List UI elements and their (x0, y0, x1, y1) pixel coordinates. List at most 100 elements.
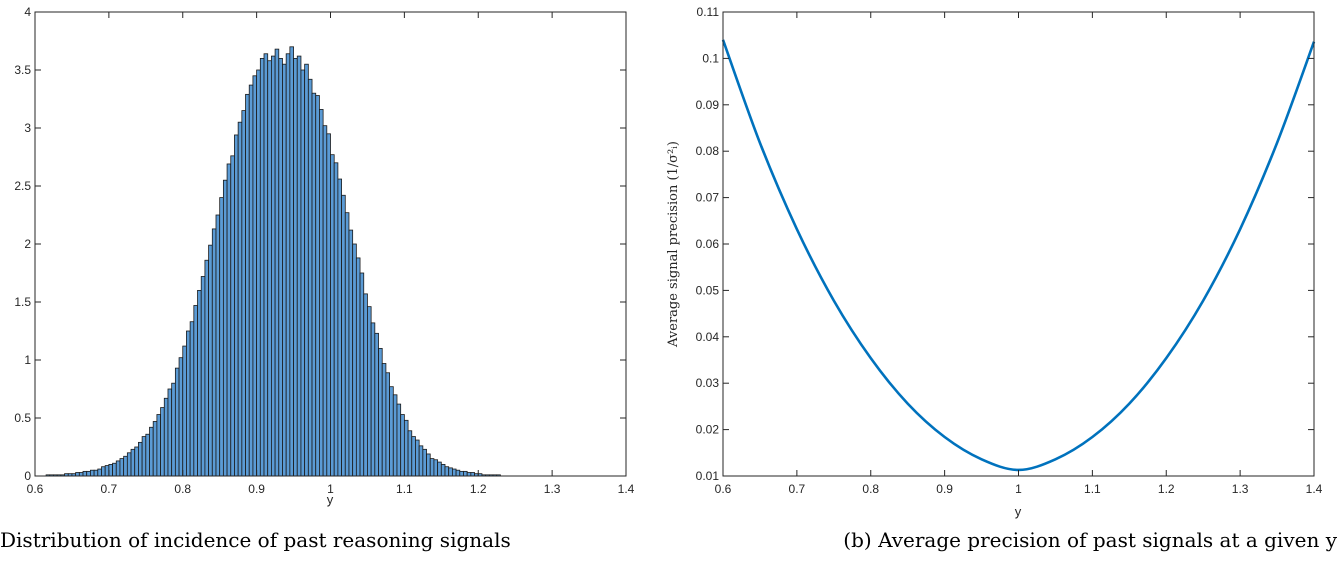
histogram-bar (370, 322, 376, 477)
histogram-bar (444, 466, 450, 477)
histogram-bar (204, 259, 210, 477)
y-tick-label: 1.5 (14, 295, 31, 309)
histogram-bar (337, 178, 342, 477)
histogram-bar (319, 109, 324, 477)
x-tick-label: 0.8 (174, 482, 191, 496)
histogram-panel: 0.6 0.7 0.8 0.9 1 1.1 1.2 1.3 1.4 0 0.5 1 1.5 2 2.5 3 3… (14, 5, 634, 507)
histogram-bar (234, 134, 239, 477)
histogram-bar (222, 179, 228, 477)
histogram-bar (392, 394, 398, 477)
y-tick-label: 0.06 (696, 237, 720, 251)
histogram-bar (259, 58, 265, 477)
histogram-bar (396, 403, 402, 477)
histogram-bar (289, 46, 294, 477)
x-tick-label: 0.8 (862, 482, 879, 496)
histogram-bar (75, 472, 80, 477)
histogram-bar (237, 121, 243, 477)
histogram-bars (34, 46, 627, 477)
histogram-bar (245, 93, 250, 477)
y-tick-label: 0 (24, 469, 31, 483)
histogram-bar (193, 305, 198, 477)
y-tick-label: 3 (24, 121, 31, 135)
histogram-bar (352, 243, 357, 477)
histogram-bar (466, 472, 472, 477)
histogram-bar (252, 75, 258, 477)
y-tick-label: 1 (24, 353, 31, 367)
histogram-bar (219, 197, 224, 477)
histogram-bar (363, 293, 368, 477)
histogram-bar (415, 439, 420, 477)
histogram-x-ticks: 0.6 0.7 0.8 0.9 1 1.1 1.2 1.3 1.4 (27, 12, 635, 496)
histogram-bar (451, 468, 457, 477)
histogram-bar (123, 455, 128, 477)
histogram-bar (322, 125, 328, 477)
histogram-bar (429, 458, 435, 477)
histogram-bar (470, 472, 475, 477)
histogram-bar (101, 466, 106, 477)
histogram-bar (381, 363, 387, 477)
y-tick-label: 3.5 (14, 63, 31, 77)
y-tick-label: 0.07 (696, 191, 720, 205)
histogram-bar (426, 453, 431, 477)
histogram-bar (330, 154, 335, 477)
histogram-bar (296, 55, 302, 477)
histogram-bar (197, 289, 202, 477)
histogram-bar (433, 459, 439, 477)
histogram-bar (149, 426, 154, 477)
histogram-bar (156, 414, 161, 477)
histogram-bar (359, 272, 365, 477)
histogram-bar (112, 462, 117, 477)
histogram-bar (141, 436, 147, 477)
histogram-bar (333, 162, 339, 477)
histogram-bar (448, 467, 453, 477)
histogram-bar (374, 332, 379, 477)
histogram-bar (278, 58, 283, 477)
histogram-bar (400, 414, 405, 477)
x-tick-label: 1.3 (1232, 482, 1249, 496)
y-tick-label: 2 (24, 237, 31, 251)
histogram-bar (263, 53, 269, 477)
y-tick-label: 0.03 (696, 376, 720, 390)
y-tick-label: 0.08 (696, 144, 720, 158)
histogram-bar (163, 397, 169, 477)
x-tick-label: 0.9 (248, 482, 265, 496)
histogram-bar (167, 388, 173, 477)
histogram-bar (385, 372, 390, 477)
histogram-bar (152, 421, 158, 477)
x-tick-label: 0.6 (715, 482, 732, 496)
histogram-bar (304, 63, 309, 477)
x-tick-label: 1.2 (1158, 482, 1175, 496)
histogram-bar (115, 460, 121, 477)
y-tick-label: 0.01 (696, 469, 720, 483)
histogram-bar (186, 330, 191, 477)
precision-panel: 0.6 0.7 0.8 0.9 1 1.1 1.2 1.3 1.4 0.010.020.030.… (666, 5, 1323, 519)
y-tick-label: 4 (24, 5, 31, 19)
precision-axes-box (722, 11, 1315, 477)
histogram-bar (455, 469, 461, 477)
histogram-bar (134, 446, 139, 477)
histogram-bar (270, 55, 276, 477)
precision-y-ticks: 0.01 0.02 0.03 0.04 0.05 0.06 0.07 0.08 0.09 0.1 0… (696, 5, 1314, 483)
histogram-bar (174, 367, 180, 477)
histogram-bar (407, 430, 413, 477)
y-tick-label: 0.02 (696, 423, 720, 437)
precision-x-label: y (1015, 504, 1022, 519)
x-tick-label: 0.7 (101, 482, 118, 496)
histogram-bar (248, 84, 254, 477)
histogram-bar (160, 407, 165, 477)
histogram-bar (226, 163, 232, 477)
x-tick-label: 1.1 (1084, 482, 1101, 496)
x-tick-label: 1.2 (470, 482, 487, 496)
x-tick-label: 0.6 (27, 482, 44, 496)
caption-right: (b) Average precision of past signals at… (843, 528, 1337, 552)
y-tick-label: 0.11 (697, 5, 720, 19)
histogram-bar (108, 463, 113, 477)
histogram-bar (300, 69, 306, 477)
histogram-bar (93, 469, 99, 477)
x-tick-label: 1.4 (618, 482, 635, 496)
y-tick-label: 0.05 (696, 283, 720, 297)
histogram-bar (307, 78, 313, 477)
histogram-bar (459, 470, 464, 477)
histogram-bar (437, 461, 442, 477)
histogram-bar (119, 458, 125, 477)
